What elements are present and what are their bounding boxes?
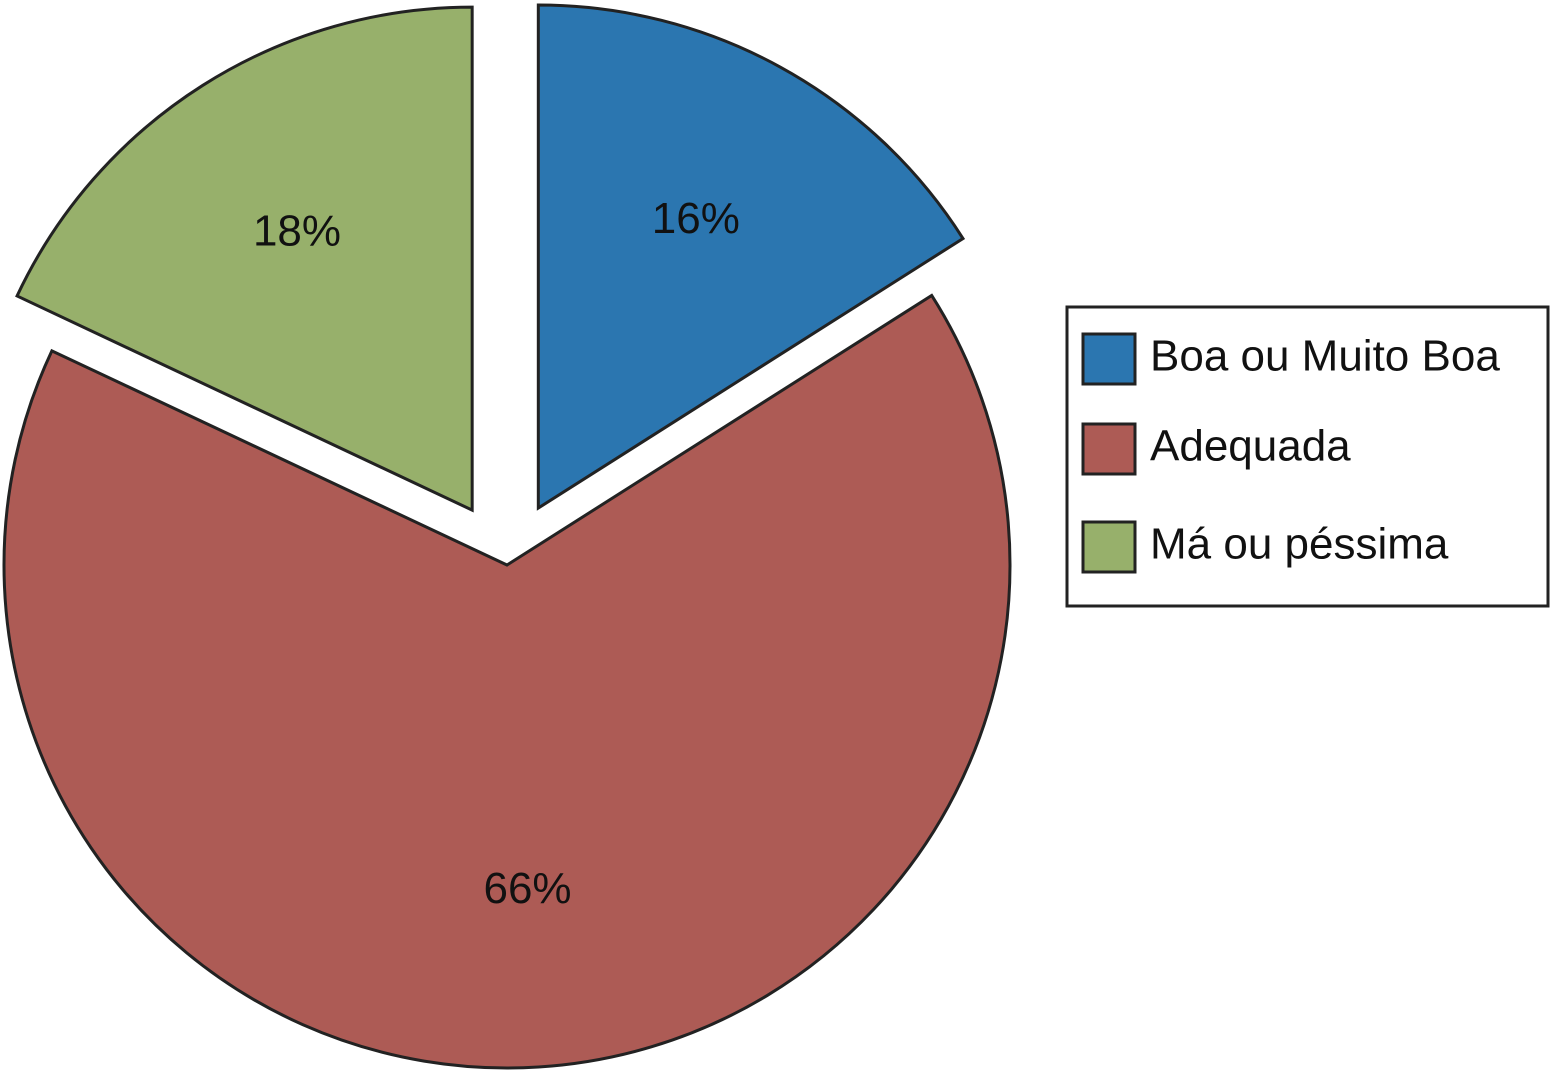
legend-label: Adequada — [1150, 422, 1351, 471]
legend-box — [1065, 305, 1550, 608]
legend-swatch — [1081, 422, 1137, 476]
pie-slice — [15, 5, 474, 513]
pie-slice — [536, 3, 966, 511]
legend-label: Boa ou Muito Boa — [1150, 332, 1500, 381]
pie-slice — [2, 293, 1012, 1070]
legend-swatch — [1081, 520, 1137, 574]
legend-swatch — [1081, 332, 1137, 386]
data-label: 16% — [652, 194, 740, 243]
data-label: 18% — [253, 207, 341, 256]
data-label: 66% — [483, 864, 571, 913]
legend-label: Má ou péssima — [1150, 520, 1449, 569]
